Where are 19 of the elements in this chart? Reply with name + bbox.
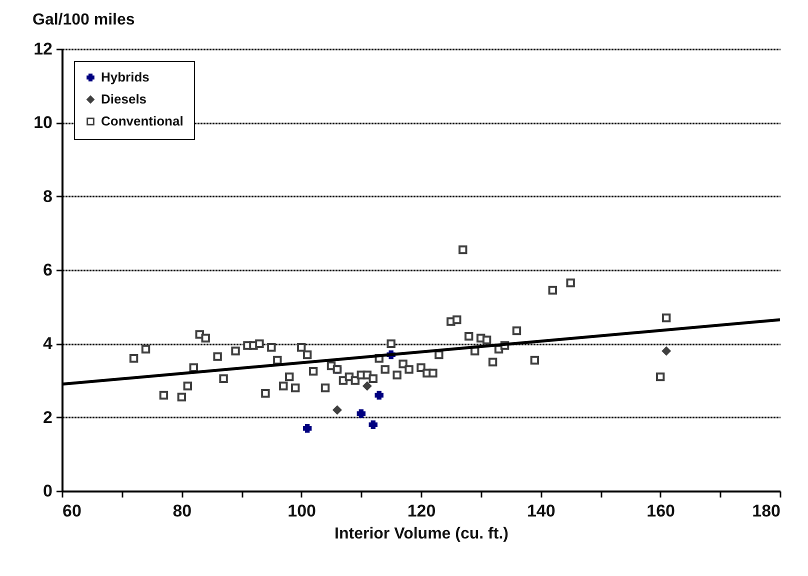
legend-label: Conventional — [101, 114, 184, 128]
x-tick-label: 180 — [752, 502, 780, 520]
legend-label: Diesels — [101, 92, 147, 106]
y-axis-title: Gal/100 miles — [32, 12, 135, 28]
y-tick-label: 2 — [43, 408, 52, 427]
x-tick-label: 60 — [62, 502, 82, 520]
legend-label: Hybrids — [101, 70, 150, 84]
y-tick-label: 6 — [43, 260, 52, 280]
y-tick-label: 0 — [43, 482, 52, 500]
x-tick-label: 100 — [288, 502, 316, 520]
y-tick-label: 12 — [34, 40, 52, 58]
x-tick-label: 80 — [172, 502, 192, 520]
y-tick-label: 4 — [43, 334, 54, 354]
x-axis-title: Interior Volume (cu. ft.) — [334, 526, 508, 542]
y-tick-label: 10 — [34, 113, 52, 132]
x-tick-label: 120 — [407, 502, 436, 520]
x-tick-label: 160 — [646, 502, 676, 520]
y-tick-label: 8 — [43, 186, 52, 206]
x-tick-label: 140 — [526, 502, 556, 520]
